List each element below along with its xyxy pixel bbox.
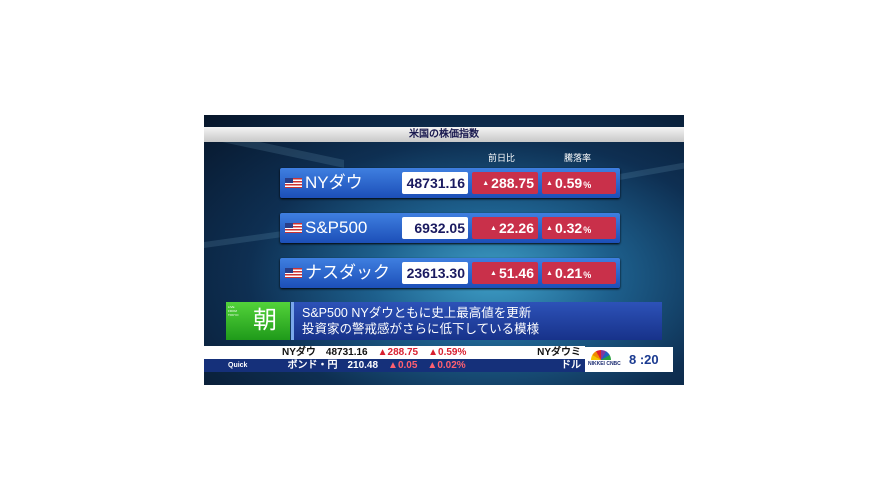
- index-value: 48731.16: [402, 172, 468, 194]
- index-name: ナスダック: [305, 263, 390, 282]
- index-rate: ▲ 0.32%: [542, 217, 616, 239]
- peacock-logo-icon: [591, 350, 611, 360]
- us-flag-icon: [285, 223, 302, 233]
- up-triangle-icon: ▲: [546, 225, 553, 233]
- program-badge-text: 朝: [253, 307, 277, 334]
- headline-banner: S&P500 NYダウともに史上最高値を更新 投資家の警戒感がさらに低下している…: [291, 302, 662, 340]
- ticker-next: ドル: [561, 360, 581, 371]
- tv-screen: 米国の株価指数 前日比 騰落率 NYダウ 48731.16 ▲ 288.75 ▲ 0…: [204, 115, 684, 385]
- headline-line2: 投資家の警戒感がさらに低下している模様: [302, 322, 540, 336]
- channel-logo-box: NIKKEI CNBC 8 :20: [585, 347, 673, 372]
- index-change: ▲ 288.75: [472, 172, 538, 194]
- up-triangle-icon: ▲: [482, 180, 490, 188]
- index-row-nydow: NYダウ 48731.16 ▲ 288.75 ▲ 0.59%: [280, 168, 620, 198]
- us-flag-icon: [285, 268, 302, 278]
- ticker-value: 210.48: [347, 360, 379, 371]
- change-value: 51.46: [498, 265, 534, 281]
- rate-value: 0.59: [554, 175, 583, 191]
- ticker-value: 48731.16: [325, 347, 368, 358]
- index-name: NYダウ: [305, 173, 363, 192]
- clock: 8 :20: [629, 352, 659, 367]
- ticker-source: Quick: [228, 362, 248, 369]
- index-value: 6932.05: [402, 217, 468, 239]
- percent-sign: %: [583, 270, 592, 280]
- header-change: 前日比: [488, 153, 516, 163]
- header-rate: 騰落率: [564, 153, 592, 163]
- ticker-change: ▲0.05: [388, 360, 418, 371]
- ticker-next: NYダウミ: [537, 347, 581, 358]
- up-triangle-icon: ▲: [546, 180, 553, 188]
- up-triangle-icon: ▲: [490, 270, 497, 278]
- cnbc-logo: NIKKEI CNBC: [588, 361, 621, 367]
- percent-sign: %: [583, 180, 592, 190]
- ticker-change: ▲288.75: [377, 347, 419, 358]
- change-value: 288.75: [491, 175, 534, 191]
- index-row-sp500: S&P500 6932.05 ▲ 22.26 ▲ 0.32%: [280, 213, 620, 243]
- live-from-tokyo-text: LIVE FROM TOKYO: [228, 305, 239, 317]
- index-change: ▲ 51.46: [472, 262, 538, 284]
- ticker-rate: ▲0.02%: [427, 360, 466, 371]
- headline-line1: S&P500 NYダウともに史上最高値を更新: [302, 306, 532, 320]
- rate-value: 0.32: [554, 220, 583, 236]
- ticker-label: NYダウ: [282, 347, 316, 358]
- index-change: ▲ 22.26: [472, 217, 538, 239]
- ticker-row-top: NYダウ 48731.16 ▲288.75 ▲0.59% NYダウミ: [204, 346, 585, 359]
- change-value: 22.26: [498, 220, 534, 236]
- us-flag-icon: [285, 178, 302, 188]
- ticker-rate: ▲0.59%: [428, 347, 467, 358]
- index-rate: ▲ 0.21%: [542, 262, 616, 284]
- program-badge: LIVE FROM TOKYO 朝: [226, 302, 290, 340]
- index-value: 23613.30: [402, 262, 468, 284]
- index-name: S&P500: [305, 218, 368, 237]
- ticker-row-bottom: Quick ボンド・円 210.48 ▲0.05 ▲0.02% ドル: [204, 359, 585, 372]
- up-triangle-icon: ▲: [546, 270, 553, 278]
- up-triangle-icon: ▲: [490, 225, 497, 233]
- graphic-title: 米国の株価指数: [204, 127, 684, 142]
- ticker-label: ボンド・円: [287, 360, 338, 371]
- rate-value: 0.21: [554, 265, 583, 281]
- percent-sign: %: [583, 225, 592, 235]
- index-rate: ▲ 0.59%: [542, 172, 616, 194]
- index-row-nasdaq: ナスダック 23613.30 ▲ 51.46 ▲ 0.21%: [280, 258, 620, 288]
